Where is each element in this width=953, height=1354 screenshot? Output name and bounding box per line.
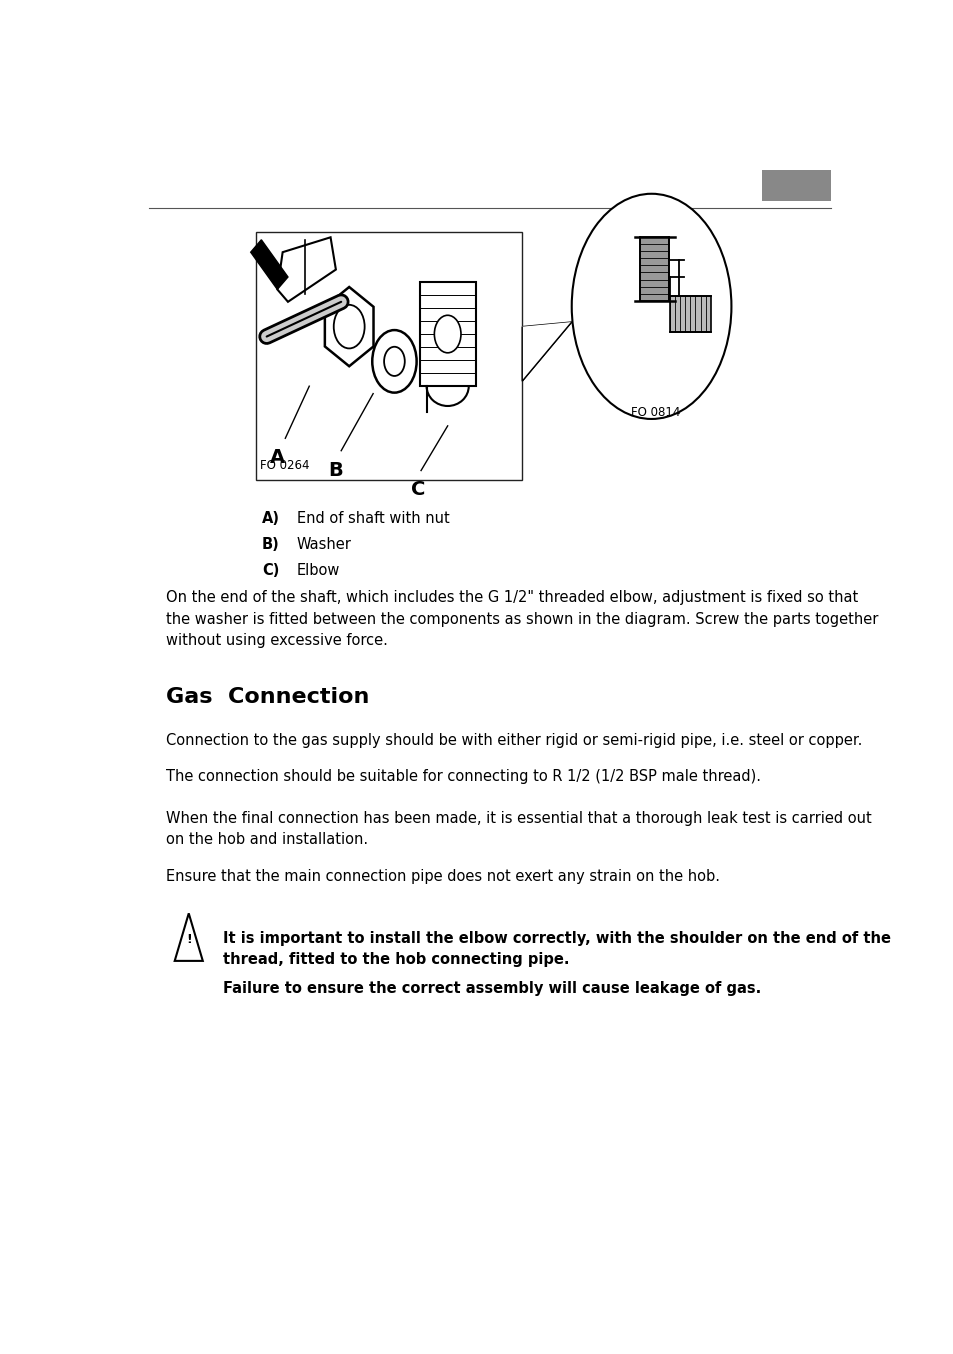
Text: On the end of the shaft, which includes the G 1/2" threaded elbow, adjustment is: On the end of the shaft, which includes … — [166, 590, 878, 649]
Text: 17: 17 — [786, 177, 805, 192]
Text: A): A) — [262, 510, 279, 525]
Polygon shape — [521, 322, 571, 382]
Bar — [639, 237, 668, 301]
Polygon shape — [251, 240, 288, 290]
Text: Elbow: Elbow — [296, 563, 339, 578]
Text: It is important to install the elbow correctly, with the shoulder on the end of : It is important to install the elbow cor… — [222, 930, 890, 967]
Text: The connection should be suitable for connecting to R 1/2 (1/2 BSP male thread).: The connection should be suitable for co… — [166, 769, 760, 784]
Bar — [669, 297, 710, 333]
Text: When the final connection has been made, it is essential that a thorough leak te: When the final connection has been made,… — [166, 811, 871, 848]
Text: Connection to the gas supply should be with either rigid or semi-rigid pipe, i.e: Connection to the gas supply should be w… — [166, 733, 862, 747]
Text: C: C — [411, 481, 425, 500]
Text: Failure to ensure the correct assembly will cause leakage of gas.: Failure to ensure the correct assembly w… — [222, 980, 760, 997]
Circle shape — [434, 315, 460, 353]
Text: B: B — [328, 460, 343, 479]
Text: C): C) — [262, 563, 279, 578]
Text: Washer: Washer — [296, 536, 352, 552]
Text: End of shaft with nut: End of shaft with nut — [296, 510, 449, 525]
Bar — [255, 233, 521, 481]
Circle shape — [571, 194, 731, 418]
Text: FO 0814: FO 0814 — [630, 406, 679, 420]
Text: Ensure that the main connection pipe does not exert any strain on the hob.: Ensure that the main connection pipe doe… — [166, 869, 720, 884]
Bar — [419, 282, 476, 386]
Text: Gas  Connection: Gas Connection — [166, 686, 369, 707]
Text: !: ! — [186, 933, 192, 945]
Text: FO 0264: FO 0264 — [259, 459, 309, 473]
FancyBboxPatch shape — [761, 169, 830, 200]
Polygon shape — [521, 322, 571, 382]
Text: B): B) — [262, 536, 279, 552]
Text: A: A — [270, 448, 285, 467]
